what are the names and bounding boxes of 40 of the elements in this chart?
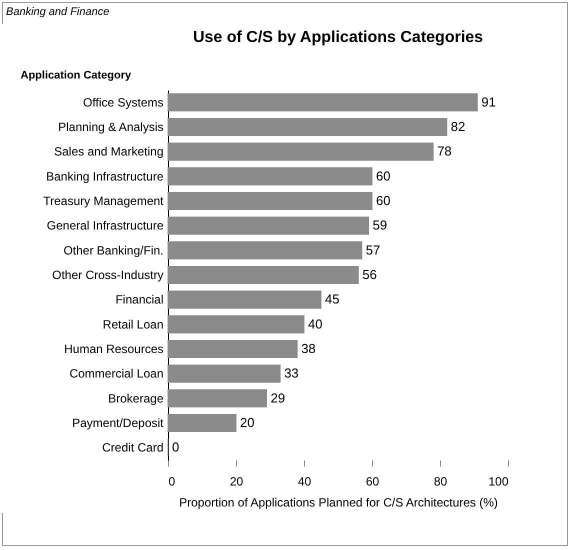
y-tick-label: Commercial Loan <box>69 366 164 381</box>
y-axis-title: Application Category <box>20 70 132 82</box>
data-label: 0 <box>172 440 180 455</box>
x-axis-title: Proportion of Applications Planned for C/S Architectures (%) <box>179 496 498 510</box>
y-tick-label: General Infrastructure <box>46 218 164 233</box>
data-label: 40 <box>308 316 322 332</box>
data-label: 20 <box>240 415 254 430</box>
text: Banking and Finance <box>6 6 110 18</box>
data-label: 38 <box>301 341 316 356</box>
y-tick-label: Banking Infrastructure <box>46 169 164 184</box>
y-tick-label: Sales and Marketing <box>54 144 164 159</box>
x-tick-label: 0 <box>168 474 176 488</box>
chart-title: Use of C/S by Applications Categories <box>192 29 484 46</box>
y-tick-label: Financial <box>115 292 164 307</box>
y-tick-label: Brokerage <box>108 391 164 406</box>
x-tick-label: 100 <box>488 474 509 488</box>
y-tick-label: Treasury Management <box>43 194 164 208</box>
data-label: 60 <box>376 193 390 208</box>
y-tick-label: Planning & Analysis <box>58 120 164 134</box>
y-tick-label: Office Systems <box>83 95 164 110</box>
data-label: 91 <box>481 94 496 110</box>
x-tick-label: 60 <box>366 474 380 488</box>
x-tick-label: 80 <box>434 474 448 488</box>
x-tick-label: 20 <box>230 474 244 488</box>
data-label: 82 <box>450 119 466 134</box>
y-tick-label: Retail Loan <box>102 317 164 332</box>
y-tick-label: Other Cross-Industry <box>52 268 164 282</box>
data-label: 29 <box>270 390 286 406</box>
y-tick-label: Payment/Deposit <box>72 416 164 430</box>
data-label: 59 <box>372 218 388 233</box>
data-label: 57 <box>366 242 380 258</box>
y-tick-label: Human Resources <box>64 342 164 356</box>
data-label: 60 <box>376 168 390 184</box>
y-tick-label: Other Banking/Fin. <box>63 243 164 258</box>
data-label: 33 <box>284 366 299 381</box>
x-tick-label: 40 <box>298 474 312 488</box>
data-label: 78 <box>437 144 452 159</box>
data-label: 45 <box>325 292 340 307</box>
y-tick-label: Credit Card <box>102 440 164 455</box>
data-label: 56 <box>362 267 377 282</box>
